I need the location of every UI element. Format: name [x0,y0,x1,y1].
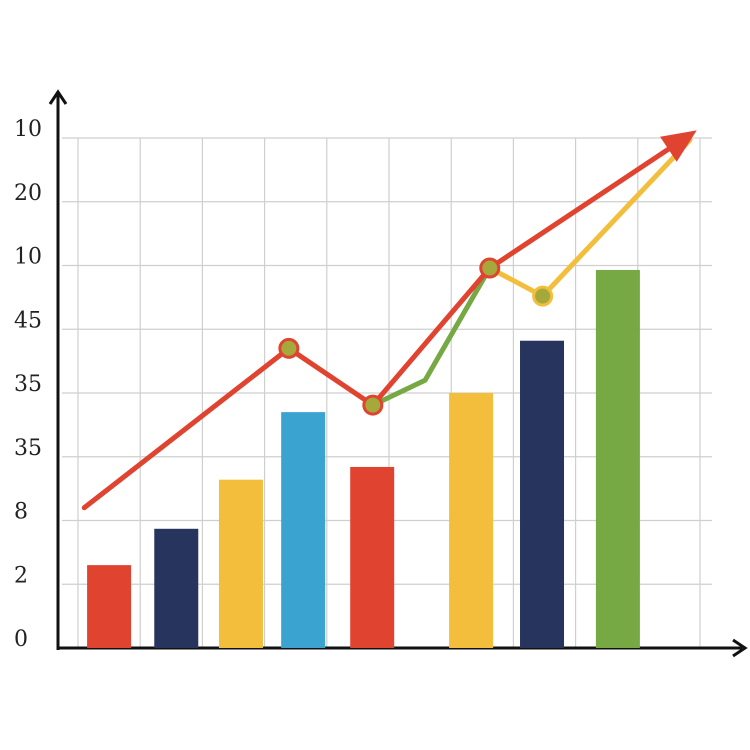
trend-line [370,265,493,408]
bar [87,565,132,648]
line-marker [479,257,501,279]
bar [281,412,326,648]
bar [350,466,395,648]
bar [154,528,199,648]
y-tick-label: 10 [14,117,42,142]
line-marker [362,394,384,416]
y-tick-label: 45 [14,308,42,333]
y-tick-label: 35 [14,372,42,397]
bar [595,269,640,648]
y-tick-label: 20 [14,181,42,206]
trend-line [487,137,693,299]
y-tick-label: 35 [14,436,42,461]
arrow-head [660,130,697,162]
y-tick-label: 10 [14,245,42,270]
line-marker [532,285,554,307]
x-axis-arrow [732,638,748,658]
y-tick-label: 2 [14,563,28,588]
bar [218,479,263,648]
y-tick-label: 8 [14,500,28,525]
bar [449,393,494,648]
bar [520,340,565,648]
y-axis-arrow [48,89,68,105]
line-marker [278,337,300,359]
y-tick-label: 0 [14,627,28,652]
